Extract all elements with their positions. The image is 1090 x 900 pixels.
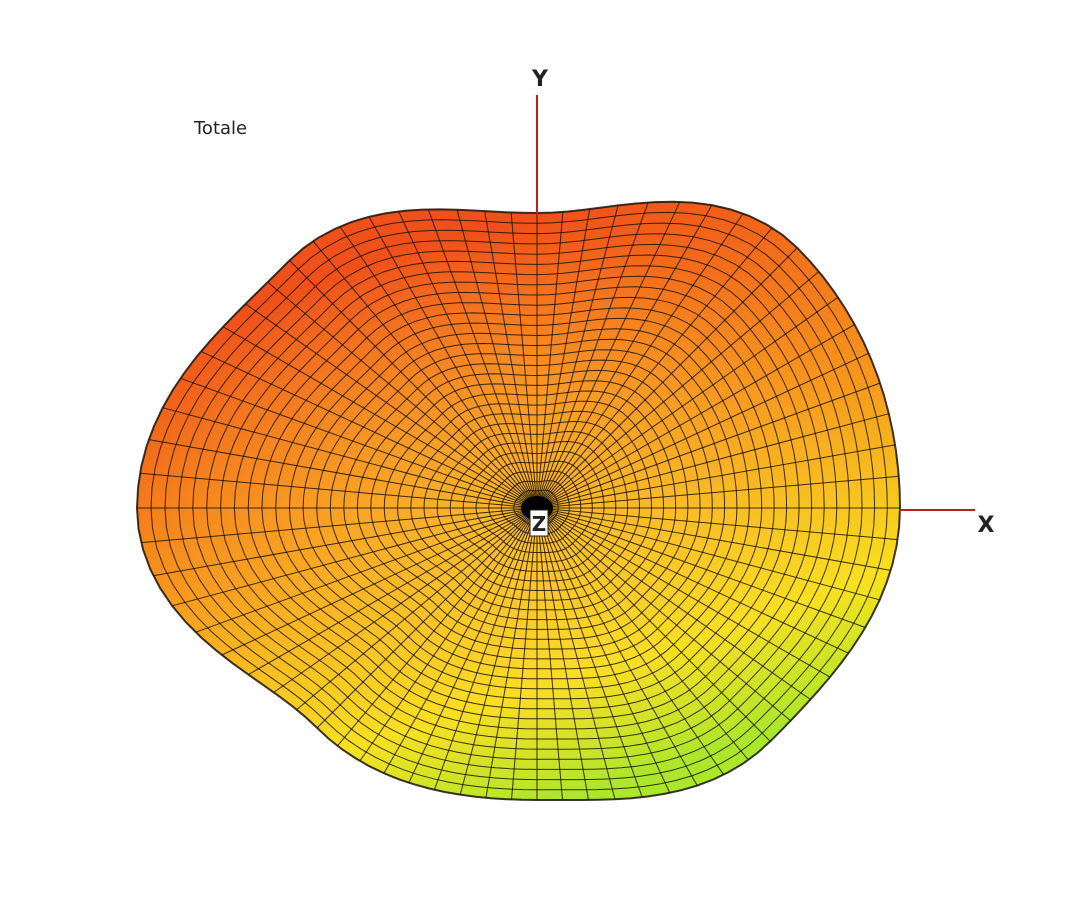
mesh-spoke: [536, 201, 681, 509]
mesh-spoke: [536, 382, 881, 509]
mesh-spoke: [536, 209, 591, 509]
mesh-spoke: [383, 507, 538, 774]
mesh-spoke: [456, 209, 538, 509]
mesh-spoke: [536, 507, 563, 801]
mesh-spoke: [536, 507, 589, 800]
mesh-spoke: [536, 507, 811, 700]
mesh-spoke: [195, 507, 538, 633]
mesh-spoke: [536, 247, 798, 509]
z-axis-box: [529, 509, 549, 537]
mesh-spoke: [510, 212, 538, 509]
mesh-spoke: [337, 507, 538, 747]
mesh-spoke: [200, 350, 538, 509]
mesh-spoke: [536, 507, 891, 571]
mesh-spoke: [153, 507, 538, 577]
mesh-spoke: [536, 507, 725, 775]
mesh-spoke: [536, 507, 880, 601]
mesh-spoke: [536, 507, 791, 722]
mesh-spoke: [484, 211, 538, 509]
z-axis-label: Z: [532, 512, 547, 536]
title: Totale: [193, 118, 247, 139]
mesh-spoke: [459, 507, 538, 795]
mesh-spoke: [408, 507, 538, 783]
mesh-spoke: [245, 303, 538, 509]
mesh-spoke: [312, 240, 538, 509]
mesh-spoke: [536, 507, 898, 541]
mesh-spoke: [536, 444, 896, 509]
mesh-spoke: [536, 507, 749, 761]
mesh-spoke: [433, 507, 538, 790]
mesh-spoke: [296, 507, 538, 710]
mesh-spoke: [536, 205, 619, 509]
mesh-spoke: [141, 507, 538, 544]
mesh-spoke: [359, 507, 538, 762]
mesh-spoke: [536, 507, 866, 628]
mesh-spoke: [267, 281, 538, 509]
mesh-spoke: [171, 507, 538, 607]
mesh-spoke: [289, 260, 538, 509]
mesh-spoke: [536, 204, 713, 509]
mesh-spoke: [536, 507, 771, 742]
mesh-spoke: [162, 407, 538, 509]
mesh-spoke: [139, 472, 538, 509]
mesh-spoke: [536, 271, 820, 509]
mesh-spoke: [180, 377, 538, 509]
mesh-spoke: [248, 507, 538, 676]
mesh-spoke: [536, 202, 649, 509]
radiation-pattern: [135, 200, 902, 801]
mesh-spoke: [221, 507, 538, 656]
mesh-spoke: [222, 326, 538, 509]
mesh-spoke: [368, 216, 538, 509]
mesh-spoke: [536, 507, 849, 654]
mesh-spoke: [398, 211, 538, 509]
mesh-spoke: [536, 475, 899, 509]
mesh-spoke: [536, 211, 564, 509]
mesh-spoke: [536, 296, 839, 509]
mesh-spoke: [273, 507, 538, 693]
mesh-spoke: [511, 507, 538, 800]
mesh-spoke: [536, 324, 855, 509]
x-axis-label: X: [978, 513, 995, 538]
mesh-spoke: [536, 507, 671, 794]
mesh-spoke: [536, 507, 698, 786]
y-axis-label: Y: [531, 67, 549, 92]
mesh-spoke: [427, 209, 538, 509]
mesh-spoke: [536, 213, 744, 509]
mesh-spoke: [339, 226, 538, 509]
mesh-spoke: [485, 507, 538, 798]
mesh-spoke: [148, 439, 538, 509]
mesh-spoke: [536, 352, 869, 509]
mesh-spoke: [536, 507, 643, 798]
mesh-spoke: [536, 507, 831, 678]
mesh-spoke: [536, 227, 773, 509]
mesh-spoke: [536, 507, 616, 800]
mesh-spoke: [536, 413, 889, 509]
mesh-spoke: [316, 507, 538, 729]
